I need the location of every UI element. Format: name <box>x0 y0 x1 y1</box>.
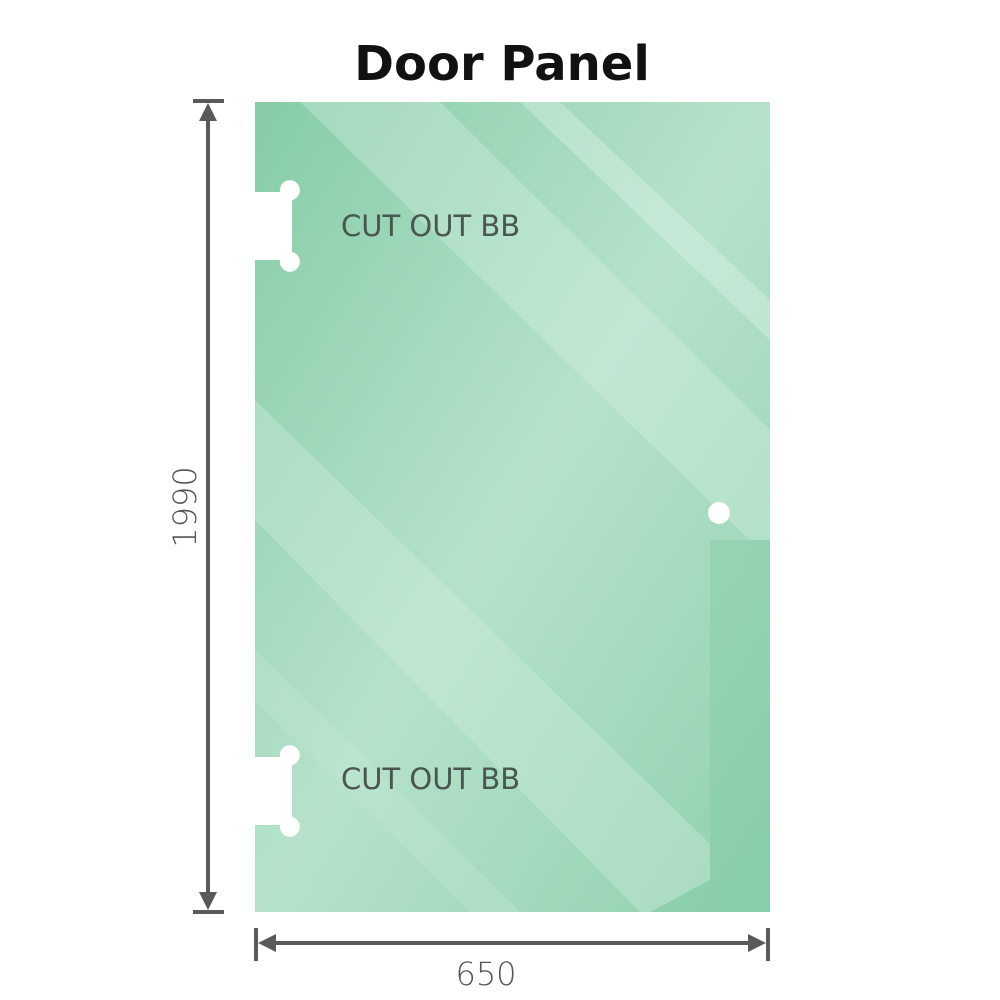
cutout-label-bottom: CUT OUT BB <box>341 762 520 796</box>
width-label: 650 <box>455 955 516 993</box>
height-label: 1990 <box>166 466 204 547</box>
width-dimension <box>254 928 770 961</box>
cutout-bottom: CUT OUT BB <box>255 745 520 837</box>
cutout-label-top: CUT OUT BB <box>341 209 520 243</box>
glass-panel <box>255 102 770 912</box>
diagram-title: Door Panel <box>354 36 650 92</box>
cutout-top: CUT OUT BB <box>255 180 520 272</box>
handle-hole <box>708 502 730 524</box>
height-dimension <box>193 99 224 914</box>
